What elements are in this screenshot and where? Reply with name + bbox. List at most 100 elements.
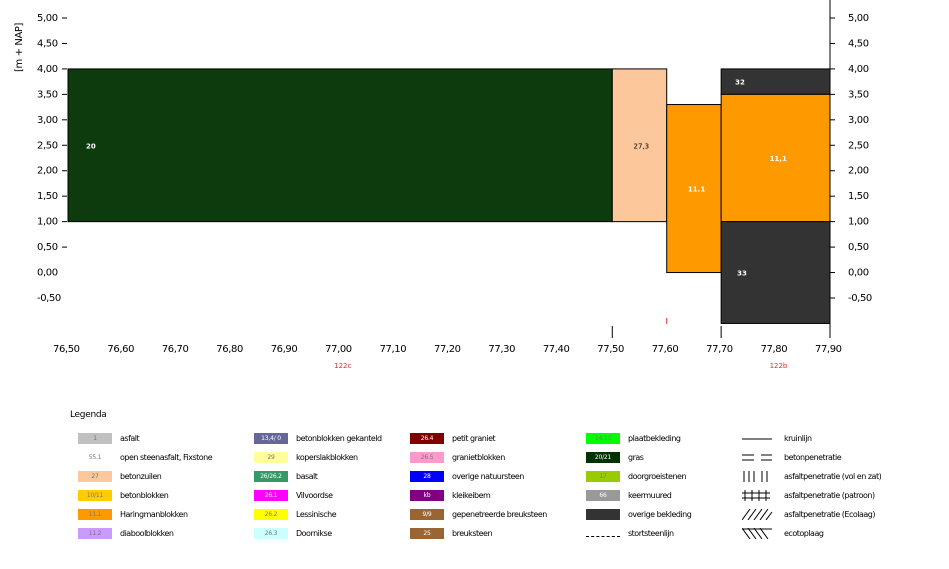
segment-label-4: 11,1 <box>770 155 787 163</box>
x-tick-label: 77,80 <box>761 344 788 355</box>
y-axis-label: [m + NAP] <box>14 22 25 72</box>
segment-label-5: 33 <box>737 270 747 278</box>
legend-swatch: 1 <box>78 433 112 444</box>
y-tick-right: -0,50 <box>848 293 872 304</box>
legend-item: 20/21 gras <box>586 451 644 464</box>
y-tick-left: 1,50 <box>37 191 58 202</box>
legend-item: overige bekleding <box>586 508 692 521</box>
y-tick-left: 4,50 <box>37 38 58 49</box>
y-tick-left: 0,00 <box>37 268 58 279</box>
x-tick-label: 76,80 <box>216 344 243 355</box>
legend-item: 29 koperslakblokken <box>254 451 358 464</box>
legend-label: breuksteen <box>452 529 493 538</box>
y-tick-left: 5,00 <box>37 13 58 24</box>
legend-label: Lessinische <box>296 510 337 519</box>
y-tick-right: 5,00 <box>848 13 869 24</box>
legend-label: koperslakblokken <box>296 453 358 462</box>
legend-label: gepenetreerde breuksteen <box>452 510 547 519</box>
legend-swatch: 28 <box>410 471 444 482</box>
y-tick-right: 0,00 <box>848 268 869 279</box>
legend-label: betonzuilen <box>120 472 162 481</box>
legend-swatch <box>586 530 620 537</box>
y-tick-right: 0,50 <box>848 242 869 253</box>
legend-swatch: 27 <box>78 471 112 482</box>
segment-4 <box>720 93 831 223</box>
y-tick-right: 4,50 <box>848 38 869 49</box>
legend: Legenda 1 asfalt 55.1 open steenasfalt, Fix… <box>70 410 940 565</box>
legend-item: ecotoplaag <box>742 527 824 540</box>
x-tick-label: 76,90 <box>271 344 298 355</box>
y-tick-right: 3,50 <box>848 89 869 100</box>
legend-swatch: 26.5 <box>410 452 444 463</box>
segment-label-1: 27,3 <box>634 142 650 150</box>
legend-label: diaboolblokken <box>120 529 174 538</box>
legend-swatch: 14.12 <box>586 433 620 444</box>
y-tick-right: 4,00 <box>848 64 869 75</box>
legend-item: stortsteenlijn <box>586 527 674 540</box>
legend-item: 66 keermuured <box>586 489 672 502</box>
legend-swatch: 26.1 <box>254 490 288 501</box>
y-tick-left: 3,50 <box>37 89 58 100</box>
legend-symbol-ecoto <box>742 528 772 539</box>
legend-label: gras <box>628 453 644 462</box>
legend-label: overige natuursteen <box>452 472 524 481</box>
legend-label: petit graniet <box>452 434 496 443</box>
legend-symbol-line <box>742 438 772 440</box>
legend-swatch: 10/11 <box>78 490 112 501</box>
legend-item: 25 breuksteen <box>410 527 493 540</box>
y-tick-right: 2,50 <box>848 140 869 151</box>
section-label: 122c <box>334 362 351 370</box>
x-tick-label: 77,60 <box>652 344 679 355</box>
legend-label: Vilvoordse <box>296 491 333 500</box>
x-tick-label: 77,90 <box>815 344 842 355</box>
legend-item: asfaltpenetratie (patroon) <box>742 489 875 502</box>
legend-label: betonpenetratie <box>784 453 842 462</box>
legend-item: betonpenetratie <box>742 451 842 464</box>
legend-symbol-patroon <box>742 490 770 501</box>
legend-label: keermuured <box>628 491 672 500</box>
legend-item: 17 doorgroeistenen <box>586 470 687 483</box>
legend-label: kleikeibem <box>452 491 491 500</box>
section-label: 122b <box>770 362 788 370</box>
legend-swatch: 29 <box>254 452 288 463</box>
legend-swatch: 66 <box>586 490 620 501</box>
legend-swatch: 9/9 <box>410 509 444 520</box>
segment-label-2: 11.1 <box>688 186 705 194</box>
x-tick-label: 77,70 <box>706 344 733 355</box>
x-tick-label: 77,00 <box>325 344 352 355</box>
legend-swatch: kb <box>410 490 444 501</box>
legend-label: asfalt <box>120 434 140 443</box>
legend-item: 10/11 betonblokken <box>78 489 169 502</box>
legend-label: Doornikse <box>296 529 332 538</box>
y-tick-right: 1,50 <box>848 191 869 202</box>
segment-5 <box>720 221 831 324</box>
segment-2 <box>666 104 722 274</box>
x-tick-label: 77,40 <box>543 344 570 355</box>
legend-title: Legenda <box>70 410 107 420</box>
legend-label: betonblokken gekanteld <box>296 434 382 443</box>
y-tick-left: 1,00 <box>37 217 58 228</box>
legend-item: 26.4 petit graniet <box>410 432 496 445</box>
legend-swatch: 26.4 <box>410 433 444 444</box>
y-tick-left: -0,50 <box>37 293 61 304</box>
legend-symbol-beton <box>742 454 772 461</box>
y-tick-left: 2,00 <box>37 166 58 177</box>
legend-swatch: 26/26.2 <box>254 471 288 482</box>
legend-item: 13,4/ 0 betonblokken gekanteld <box>254 432 382 445</box>
legend-item: asfaltpenetratie (vol en zat) <box>742 470 882 483</box>
legend-label: ecotoplaag <box>784 529 824 538</box>
legend-swatch: 26.3 <box>254 528 288 539</box>
legend-swatch: 17 <box>586 471 620 482</box>
legend-label: granietblokken <box>452 453 505 462</box>
legend-item: 11.2 diaboolblokken <box>78 527 174 540</box>
legend-item: 26.2 Lessinische <box>254 508 337 521</box>
legend-item: 11.1 Haringmanblokken <box>78 508 188 521</box>
y-tick-left: 2,50 <box>37 140 58 151</box>
legend-item: 26/26.2 basalt <box>254 470 318 483</box>
segment-label-0: 20 <box>86 142 96 150</box>
legend-item: asfaltpenetratie (Ecolaag) <box>742 508 876 521</box>
y-tick-left: 4,00 <box>37 64 58 75</box>
x-tick-label: 76,70 <box>162 344 189 355</box>
legend-label: Haringmanblokken <box>120 510 188 519</box>
legend-symbol-vol <box>743 471 768 482</box>
